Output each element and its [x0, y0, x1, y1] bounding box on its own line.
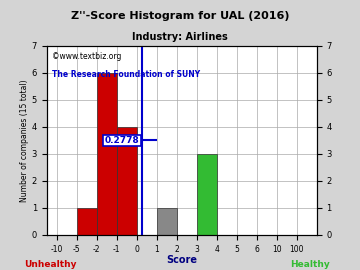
Bar [117, 127, 137, 235]
Text: 0.2778: 0.2778 [105, 136, 139, 145]
Text: Z''-Score Histogram for UAL (2016): Z''-Score Histogram for UAL (2016) [71, 11, 289, 21]
Y-axis label: Number of companies (15 total): Number of companies (15 total) [20, 79, 29, 202]
Text: Industry: Airlines: Industry: Airlines [132, 32, 228, 42]
Bar [157, 208, 177, 235]
Text: Unhealthy: Unhealthy [24, 260, 77, 269]
Text: The Research Foundation of SUNY: The Research Foundation of SUNY [52, 70, 200, 79]
Text: Healthy: Healthy [290, 260, 329, 269]
Bar [197, 154, 217, 235]
Text: ©www.textbiz.org: ©www.textbiz.org [52, 52, 122, 60]
X-axis label: Score: Score [166, 255, 197, 265]
Bar [97, 73, 117, 235]
Bar [77, 208, 97, 235]
